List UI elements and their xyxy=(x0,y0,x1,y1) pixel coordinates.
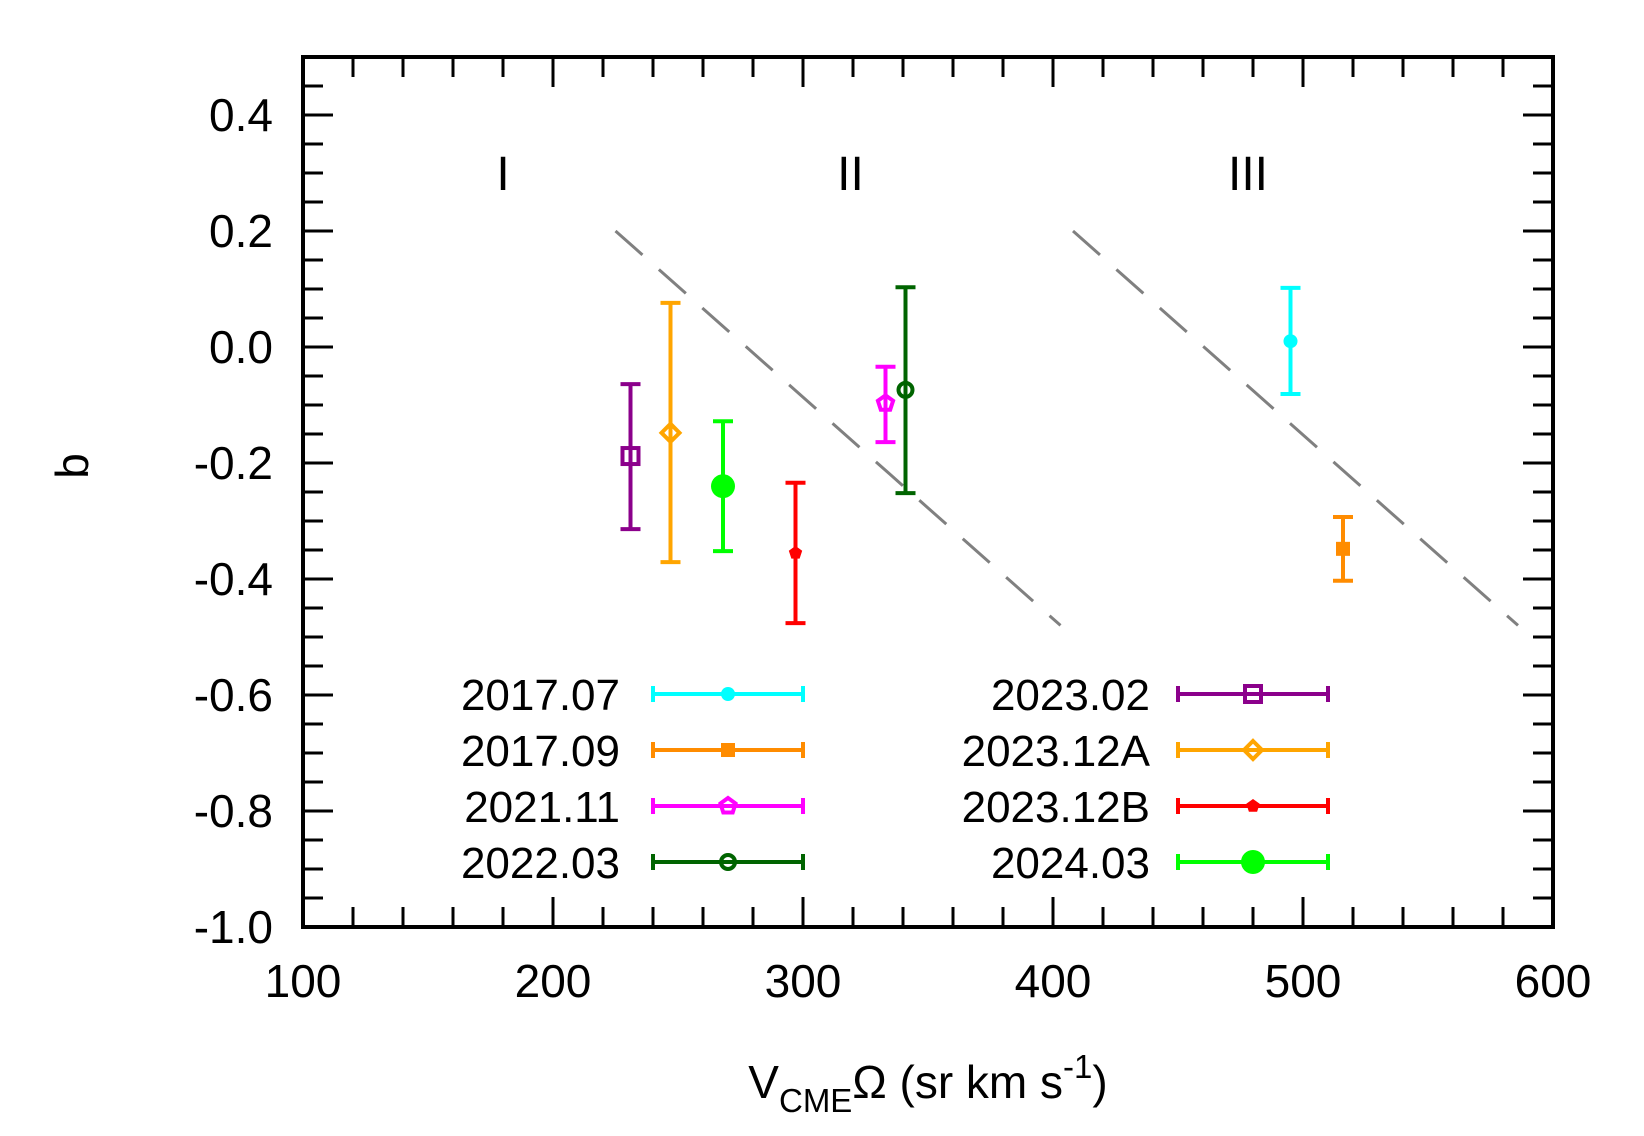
y-tick-label: -0.2 xyxy=(194,437,273,489)
axes: 100 200 300 400 500 600 -1.0 -0.8 -0.6 -0.4 -0.2 0.… xyxy=(194,55,1592,1007)
legend-label: 2023.12A xyxy=(962,727,1151,776)
legend-marker xyxy=(1241,738,1265,762)
legend-item: 2017.07 xyxy=(461,671,805,720)
x-tick-label: 600 xyxy=(1515,955,1592,1007)
legend-item: 2022.03 xyxy=(461,839,805,888)
data-point xyxy=(1336,541,1350,556)
data-point xyxy=(1283,334,1298,349)
legend: 2017.07 2017.09 2021.11 2022.03 2023.02 2023.… xyxy=(461,671,1330,888)
x-axis-label-superscript: -1 xyxy=(1063,1048,1092,1085)
y-axis-label: b xyxy=(46,453,98,479)
legend-marker xyxy=(1241,850,1265,874)
x-axis-label-close: ) xyxy=(1092,1056,1107,1108)
legend-item: 2023.12B xyxy=(962,783,1330,832)
x-tick-label: 300 xyxy=(765,955,842,1007)
legend-item: 2017.09 xyxy=(461,727,805,776)
data-series-2017-07 xyxy=(1280,285,1301,396)
x-tick-label: 200 xyxy=(515,955,592,1007)
x-tick-label: 500 xyxy=(1265,955,1342,1007)
legend-label: 2017.07 xyxy=(461,671,620,720)
legend-marker xyxy=(1246,799,1260,812)
legend-label: 2017.09 xyxy=(461,727,620,776)
legend-label: 2021.11 xyxy=(464,783,620,832)
legend-marker xyxy=(719,853,737,871)
y-tick-label: -0.8 xyxy=(194,785,273,837)
x-tick-label: 100 xyxy=(265,955,342,1007)
data-point xyxy=(711,474,735,499)
data-point xyxy=(620,446,641,467)
legend-item: 2021.11 xyxy=(464,783,805,832)
x-tick-label: 400 xyxy=(1015,955,1092,1007)
y-tick-label: -0.6 xyxy=(194,669,273,721)
data-series-2022-03 xyxy=(895,285,916,496)
data-series-2021-11 xyxy=(875,364,896,445)
legend-marker xyxy=(1243,684,1263,704)
x-axis-label-subscript: CME xyxy=(779,1082,852,1119)
x-axis-label-main: V xyxy=(748,1056,779,1108)
y-tick-label: 0.4 xyxy=(209,89,273,141)
legend-marker xyxy=(721,687,735,701)
region-label: I xyxy=(496,148,509,201)
legend-label: 2022.03 xyxy=(461,839,620,888)
y-tick-label: -0.4 xyxy=(194,553,273,605)
data-series-2023-02 xyxy=(620,382,641,532)
legend-label: 2023.02 xyxy=(991,671,1150,720)
legend-marker xyxy=(718,795,738,815)
region-dividers xyxy=(614,229,1519,627)
x-axis-label: VCMEΩ (sr km s-1) xyxy=(748,1048,1107,1119)
data-point xyxy=(788,545,803,559)
data-series-2023-12a xyxy=(658,300,683,565)
region-label: II xyxy=(837,148,864,201)
region-label: III xyxy=(1228,148,1268,201)
data-point xyxy=(658,421,683,445)
data-point xyxy=(896,380,915,399)
legend-label: 2024.03 xyxy=(991,839,1150,888)
data-series-2017-09 xyxy=(1333,514,1353,583)
legend-item: 2024.03 xyxy=(991,839,1330,888)
dashed-divider-line xyxy=(1072,229,1519,627)
data-point xyxy=(875,392,896,412)
data-series-2023-12b xyxy=(785,480,806,626)
legend-label: 2023.12B xyxy=(962,783,1150,832)
legend-item: 2023.02 xyxy=(991,671,1330,720)
data-series-2024-03 xyxy=(711,419,735,554)
y-tick-label: -1.0 xyxy=(194,901,273,953)
x-axis-label-rest: Ω (sr km s xyxy=(852,1056,1063,1108)
data-points xyxy=(620,285,1353,626)
legend-marker xyxy=(721,743,735,757)
region-labels: I II III xyxy=(496,148,1268,201)
legend-item: 2023.12A xyxy=(962,727,1330,776)
y-tick-label: 0.2 xyxy=(209,205,273,257)
dashed-divider-line xyxy=(614,229,1062,627)
y-tick-label: 0.0 xyxy=(209,321,273,373)
